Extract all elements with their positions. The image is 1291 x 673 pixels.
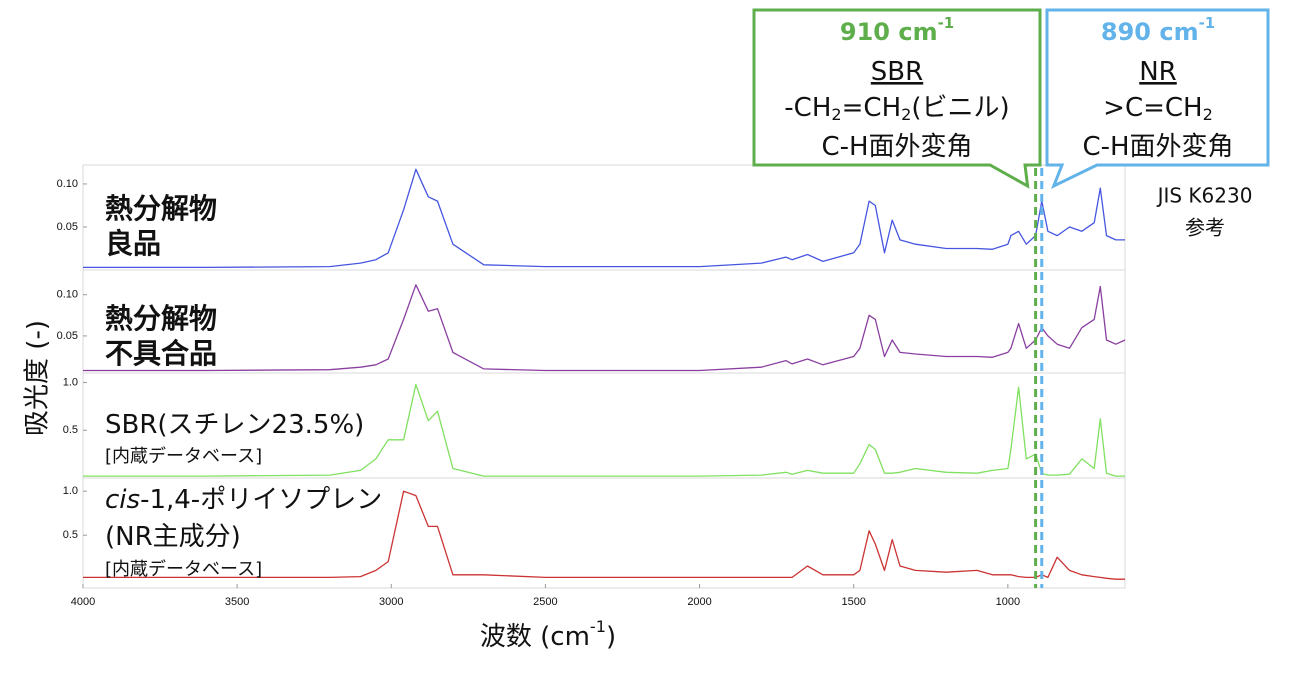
rich-text: C-H面外変角: [1082, 132, 1233, 162]
text-piece: ): [606, 622, 616, 652]
text-piece: -1: [1199, 14, 1216, 32]
text-piece: 910 cm: [840, 18, 938, 46]
text-piece: 不具合品: [105, 337, 217, 370]
rich-text: (NR主成分): [105, 522, 241, 552]
rich-text: 不具合品: [105, 337, 217, 370]
x-tick-label: 1000: [996, 596, 1020, 608]
text-piece: 2: [831, 105, 841, 124]
x-tick-label: 3000: [379, 596, 403, 608]
y-axis-title: 吸光度 (-): [23, 320, 53, 436]
y-tick-label: 1.0: [63, 376, 78, 388]
y-tick-label: 0.05: [57, 330, 78, 342]
spectrum-line: [83, 490, 1125, 580]
x-tick-label: 1500: [841, 596, 865, 608]
text-piece: >C=CH: [1103, 93, 1202, 123]
spectrum-line: [83, 168, 1125, 269]
text-piece: -1: [938, 14, 955, 32]
x-tick-label: 4000: [71, 596, 95, 608]
x-tick-label: 2500: [533, 596, 557, 608]
callout-box: [752, 8, 1042, 189]
rich-text: 熱分解物: [105, 192, 217, 225]
y-tick-label: 0.10: [57, 289, 78, 301]
text-piece: SBR: [871, 57, 923, 87]
spectrum-line: [83, 284, 1126, 372]
x-tick-label: 2000: [687, 596, 711, 608]
y-tick-label: 0.10: [57, 178, 78, 190]
text-piece: 波数 (cm: [480, 622, 590, 652]
rich-text: >C=CH2: [1103, 93, 1213, 124]
rich-text: 熱分解物: [105, 302, 217, 335]
rich-text: -CH2=CH2(ビニル): [784, 93, 1009, 124]
rich-text: NR: [1139, 57, 1177, 87]
rich-text: cis-1,4-ポリイソプレン: [105, 485, 382, 515]
text-piece: 2: [901, 105, 911, 124]
text-piece: =CH: [842, 93, 902, 123]
rich-text: 890 cm-1: [1101, 14, 1215, 46]
rich-text: [内蔵データベース]: [105, 446, 262, 467]
note: JIS K6230: [1156, 184, 1253, 208]
text-piece: 良品: [105, 227, 161, 260]
rich-text: 波数 (cm-1): [480, 617, 616, 652]
text-piece: (ビニル): [911, 93, 1009, 123]
rich-text: SBR: [871, 57, 923, 87]
y-tick-label: 0.5: [63, 424, 78, 436]
text-piece: C-H面外変角: [1082, 132, 1233, 162]
x-tick-label: 3500: [225, 596, 249, 608]
text-piece: cis: [105, 485, 140, 515]
rich-text: C-H面外変角: [821, 132, 972, 162]
text-piece: (NR主成分): [105, 522, 241, 552]
spectrum-line: [83, 383, 1125, 477]
text-piece: 熱分解物: [105, 302, 217, 335]
y-tick-label: 0.5: [63, 529, 78, 541]
rich-text: [内蔵データベース]: [105, 559, 262, 580]
y-tick-label: 1.0: [63, 485, 78, 497]
callout-box: [1045, 8, 1270, 190]
text-piece: -1: [590, 617, 606, 636]
panel-frame: [82, 164, 1126, 271]
rich-text: 良品: [105, 227, 161, 260]
panel-frame: [82, 269, 1126, 374]
rich-text: SBR(スチレン23.5%): [105, 410, 364, 440]
text-piece: 熱分解物: [105, 192, 217, 225]
text-piece: -CH: [784, 93, 831, 123]
y-tick-label: 0.05: [57, 221, 78, 233]
text-piece: 890 cm: [1101, 18, 1199, 46]
text-piece: -1,4-ポリイソプレン: [140, 485, 382, 515]
rich-text: 910 cm-1: [840, 14, 954, 46]
text-piece: NR: [1139, 57, 1177, 87]
panel-frame: [82, 477, 1126, 589]
text-piece: [内蔵データベース]: [105, 446, 262, 467]
text-piece: 2: [1203, 105, 1213, 124]
text-piece: [内蔵データベース]: [105, 559, 262, 580]
note: 参考: [1185, 216, 1225, 240]
text-piece: SBR(スチレン23.5%): [105, 410, 364, 440]
text-piece: C-H面外変角: [821, 132, 972, 162]
